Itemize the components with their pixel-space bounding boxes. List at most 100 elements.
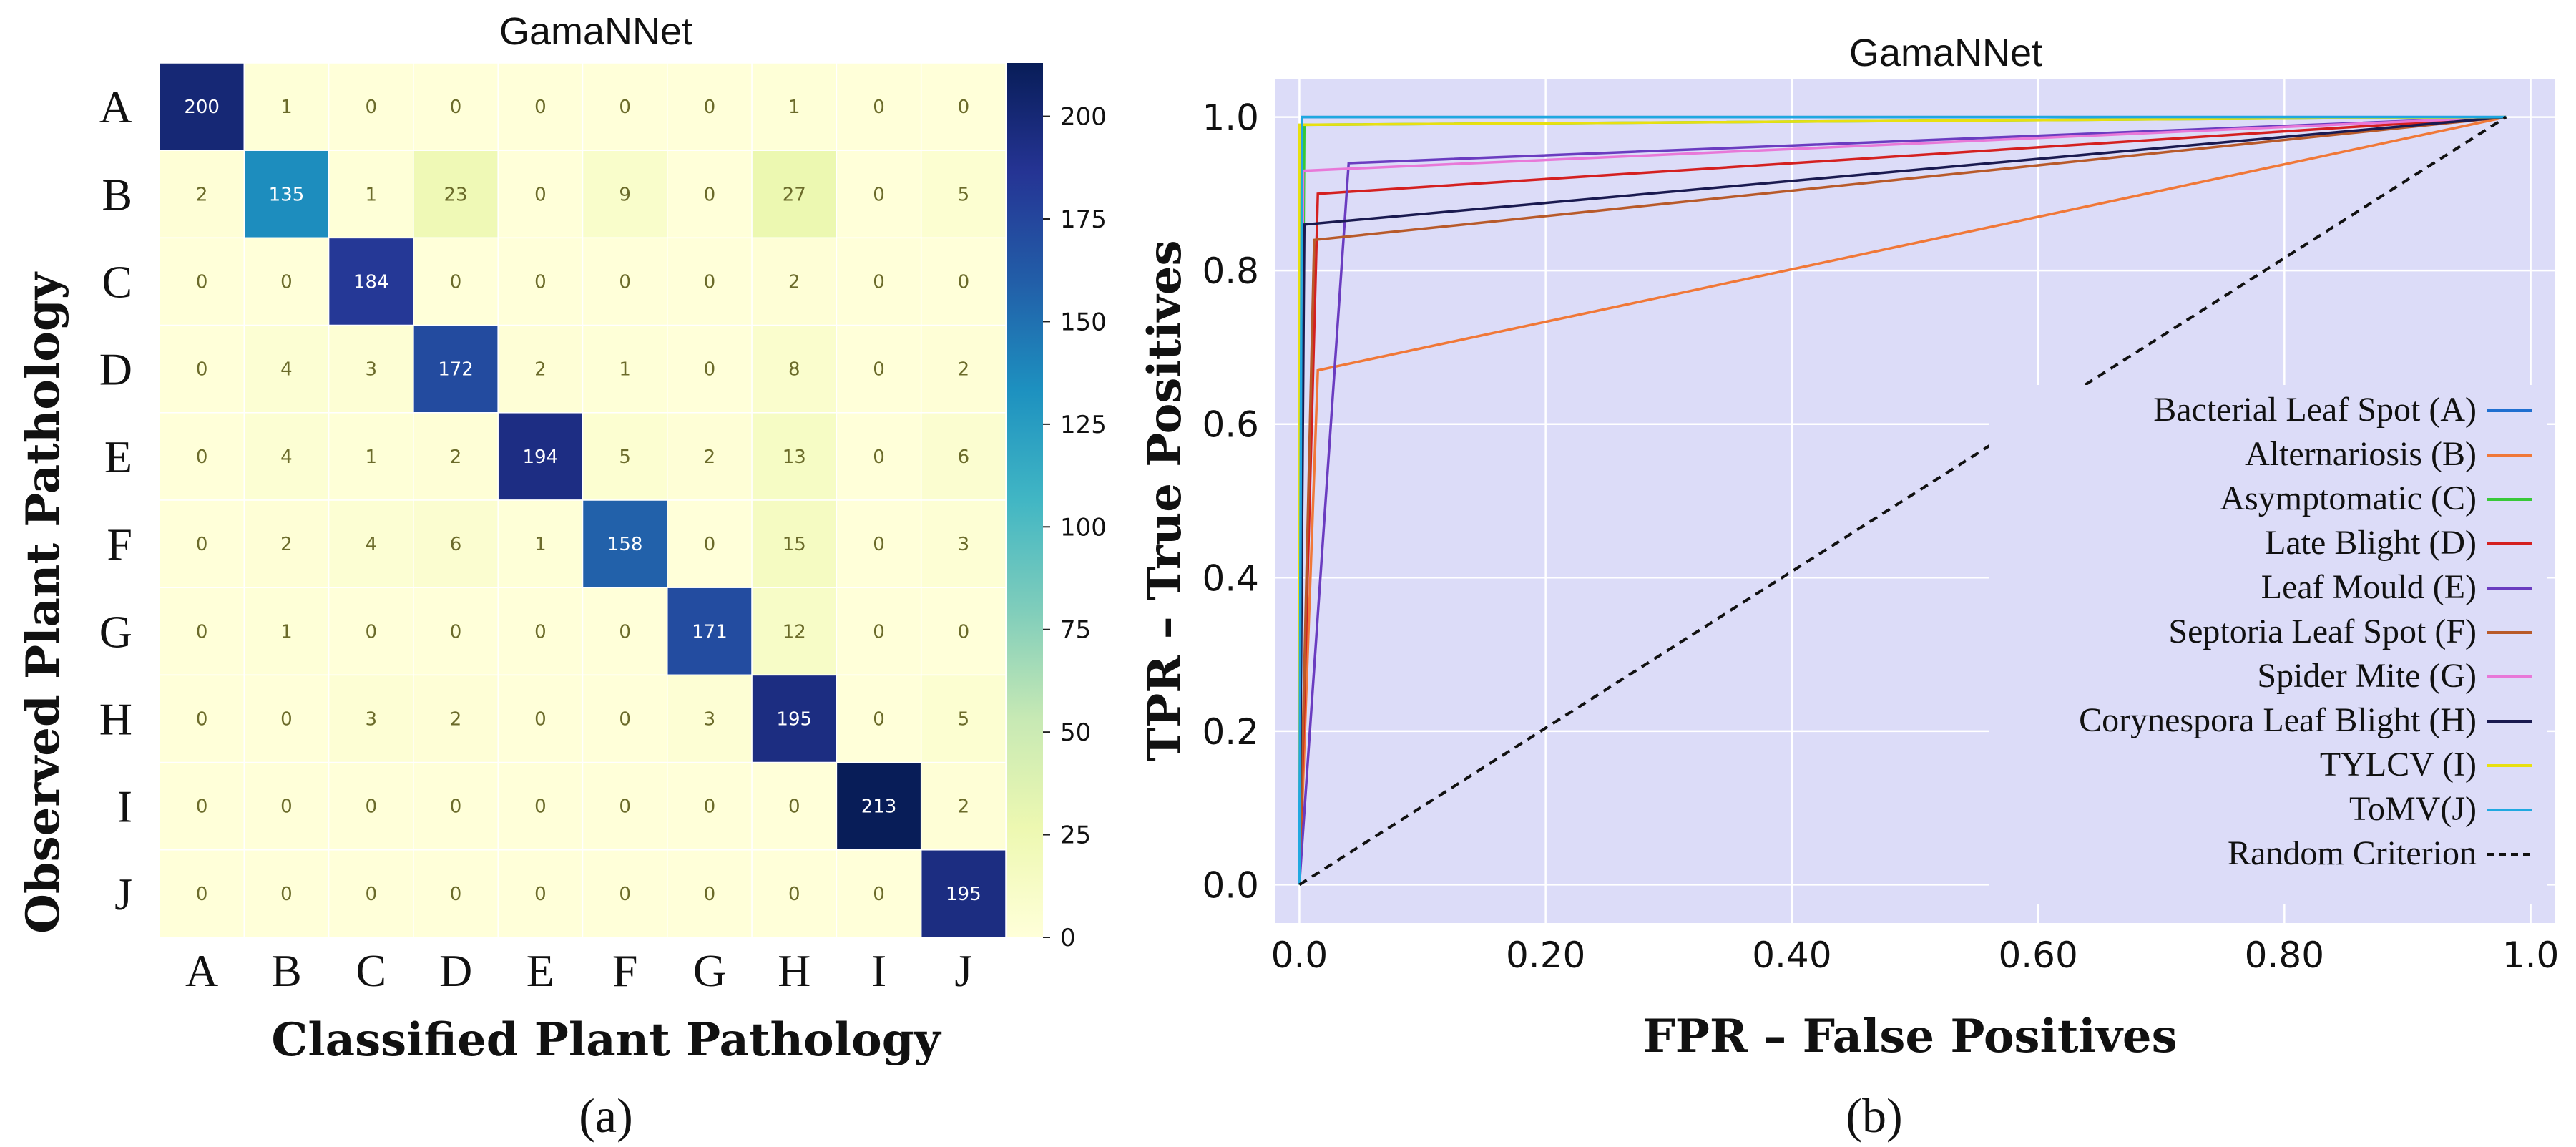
cm-row-label: B xyxy=(102,169,132,220)
cm-cell-value: 0 xyxy=(873,446,885,468)
cm-cell xyxy=(920,150,1007,239)
cm-cell-value: 158 xyxy=(607,534,643,555)
cm-cell-value: 0 xyxy=(704,184,716,205)
cm-cell-value: 5 xyxy=(958,709,970,731)
roc-legend-label: Alternariosis (B) xyxy=(2245,435,2477,473)
cm-cell-value: 0 xyxy=(534,709,547,731)
cm-cell-value: 3 xyxy=(365,359,377,381)
cm-cell-value: 0 xyxy=(873,534,885,555)
cm-cell xyxy=(243,150,330,239)
cm-cell-value: 0 xyxy=(958,272,970,293)
cm-cell-value: 0 xyxy=(873,884,885,905)
roc-y-tick-label: 0.8 xyxy=(1202,250,1259,292)
cm-cell-value: 172 xyxy=(438,359,474,381)
cm-cell xyxy=(582,587,668,676)
cm-cell-value: 200 xyxy=(184,97,220,118)
cm-cell xyxy=(920,849,1007,938)
cm-cell-value: 27 xyxy=(783,184,806,205)
cm-cell-value: 0 xyxy=(619,97,631,118)
cm-row-label: G xyxy=(99,606,132,657)
cm-cell xyxy=(582,324,668,414)
roc-series-line xyxy=(1298,115,2507,885)
cm-cell xyxy=(667,412,753,501)
cm-cell-value: 4 xyxy=(365,534,377,555)
roc-y-tick-label: 0.0 xyxy=(1202,864,1259,906)
cm-cell xyxy=(497,324,584,414)
cm-cell xyxy=(836,150,922,239)
cm-cell xyxy=(497,62,584,151)
roc-legend-label: ToMV(J) xyxy=(2349,790,2477,828)
cm-cell xyxy=(159,324,245,414)
cm-cell-value: 0 xyxy=(280,709,293,731)
cm-cell xyxy=(328,237,414,326)
cm-cell-value: 0 xyxy=(450,272,462,293)
cm-col-label: G xyxy=(693,945,726,996)
cm-cell-value: 2 xyxy=(704,446,716,468)
cm-cell xyxy=(413,674,499,763)
cm-cell-value: 0 xyxy=(450,884,462,905)
cm-cell-value: 0 xyxy=(704,884,716,905)
cm-cell-value: 0 xyxy=(196,446,208,468)
cm-cell-value: 2 xyxy=(450,709,462,731)
cm-cell-value: 1 xyxy=(534,534,547,555)
cm-cell xyxy=(751,62,838,151)
cm-cell-value: 2 xyxy=(788,272,800,293)
colorbar-ticks: 0 25 50 75 100 125 150 175 200 xyxy=(1043,103,1107,952)
cm-cell xyxy=(751,237,838,326)
cm-cell-value: 0 xyxy=(450,97,462,118)
cm-cell xyxy=(159,587,245,676)
cm-cell xyxy=(751,674,838,763)
cm-cell-value: 0 xyxy=(450,621,462,643)
colorbar-tick-label: 175 xyxy=(1060,205,1107,234)
roc-x-tick-label: 0.80 xyxy=(2245,934,2324,976)
cm-cell xyxy=(582,849,668,938)
cm-col-label: D xyxy=(439,945,472,996)
cm-cell-value: 2 xyxy=(196,184,208,205)
cm-cell xyxy=(920,412,1007,501)
cm-cell xyxy=(497,237,584,326)
cm-cell xyxy=(243,412,330,501)
cm-cell-value: 0 xyxy=(196,272,208,293)
colorbar-tick-label: 125 xyxy=(1060,411,1107,439)
roc-y-ticks: 0.0 0.2 0.4 0.6 0.8 1.0 xyxy=(1202,97,1259,907)
cm-cell-value: 0 xyxy=(619,709,631,731)
roc-series-line xyxy=(1298,115,2507,885)
cm-cell-value: 171 xyxy=(692,621,728,643)
cm-col-label: H xyxy=(778,945,810,996)
cm-col-label: F xyxy=(612,945,638,996)
colorbar-tick-label: 100 xyxy=(1060,513,1107,542)
cm-xlabel: Classified Plant Pathology xyxy=(271,1013,941,1067)
cm-cell-value: 0 xyxy=(196,796,208,818)
cm-cell-value: 213 xyxy=(861,796,897,818)
cm-cell xyxy=(243,761,330,851)
cm-cell xyxy=(836,324,922,414)
cm-cell-value: 0 xyxy=(365,97,377,118)
roc-x-tick-label: 0.40 xyxy=(1752,934,1831,976)
cm-cell-value: 13 xyxy=(783,446,806,468)
roc-series-line xyxy=(1298,115,2507,885)
cm-cell-value: 9 xyxy=(619,184,631,205)
cm-cell xyxy=(413,849,499,938)
cm-cell-value: 2 xyxy=(450,446,462,468)
cm-cell xyxy=(159,499,245,588)
cm-cell xyxy=(582,62,668,151)
cm-col-label: B xyxy=(271,945,302,996)
cm-col-label: E xyxy=(527,945,554,996)
roc-x-tick-label: 1.0 xyxy=(2502,934,2560,976)
cm-cell xyxy=(159,849,245,938)
roc-legend-box xyxy=(1989,385,2547,904)
roc-legend: Bacterial Leaf Spot (A) Alternariosis (B)… xyxy=(1989,385,2547,904)
cm-cell-value: 0 xyxy=(704,272,716,293)
cm-col-labels: A B C D E F G H I J xyxy=(185,945,972,996)
cm-col-label: J xyxy=(954,945,972,996)
colorbar-tick-label: 75 xyxy=(1060,616,1091,645)
cm-cell xyxy=(497,761,584,851)
cm-cell xyxy=(751,412,838,501)
cm-cell-value: 15 xyxy=(783,534,806,555)
roc-y-tick-label: 1.0 xyxy=(1202,97,1259,139)
roc-legend-label: Leaf Mould (E) xyxy=(2261,568,2477,606)
cm-cell xyxy=(836,499,922,588)
cm-cell xyxy=(413,62,499,151)
